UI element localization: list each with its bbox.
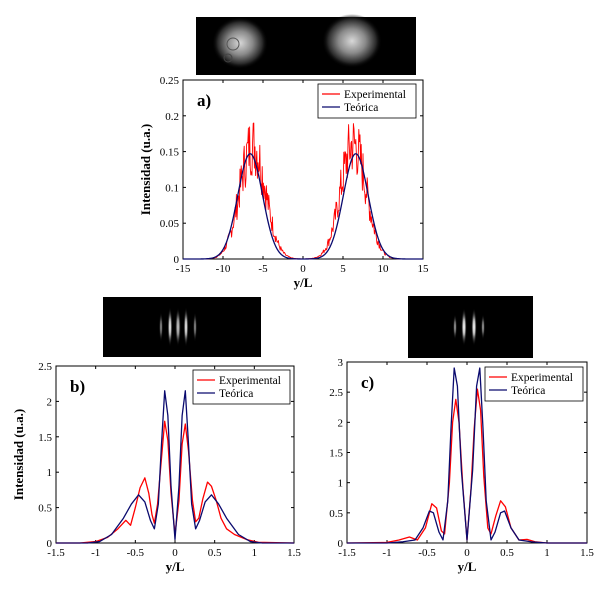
- legend-label-a: Teórica: [344, 102, 378, 114]
- x-tick-label-b: -1: [91, 547, 100, 559]
- beam-image-c: [408, 296, 533, 358]
- y-tick-label-b: 2.5: [38, 361, 52, 373]
- x-tick-label-c: -1: [382, 547, 391, 559]
- y-tick-label-a: 0.25: [160, 75, 180, 87]
- x-tick-label-b: 0: [172, 547, 178, 559]
- panel-label-a: a): [197, 91, 211, 110]
- chart-a: -15 -10 -5 0 5 10 15 0 0.05 0.1 0.15 0.2 0.25 y/L Inte…: [138, 75, 429, 290]
- x-tick-label-b: -1.5: [47, 547, 65, 559]
- x-tick-label-c: 0.5: [500, 547, 514, 559]
- y-tick-label-a: 0.15: [160, 147, 180, 159]
- x-axis-label-c: y/L: [458, 559, 477, 574]
- y-tick-label-b: 0: [47, 538, 53, 550]
- x-tick-label-b: 1: [252, 547, 258, 559]
- legend-label-b: Teórica: [219, 388, 253, 400]
- x-axis-label-a: y/L: [294, 275, 313, 290]
- x-tick-label-a: 15: [418, 263, 430, 275]
- series-line-a-teorica: [182, 153, 424, 260]
- legend-label-c: Teórica: [511, 385, 545, 397]
- y-tick-label-c: 1: [338, 478, 344, 490]
- x-tick-label-a: 10: [378, 263, 390, 275]
- x-tick-label-c: 1: [544, 547, 550, 559]
- x-tick-label-a: -5: [258, 263, 268, 275]
- x-tick-label-c: -1.5: [338, 547, 356, 559]
- y-tick-label-b: 0.5: [38, 503, 52, 515]
- beam-spot-left: [212, 17, 268, 69]
- legend-box-a: [317, 83, 417, 119]
- x-tick-label-a: 5: [340, 263, 346, 275]
- y-tick-label-b: 2: [47, 396, 53, 408]
- y-tick-label-c: 0.5: [329, 508, 343, 520]
- y-tick-label-c: 3: [338, 357, 344, 369]
- legend-label-b: Experimental: [219, 375, 281, 387]
- y-tick-label-c: 0: [338, 538, 344, 550]
- x-tick-label-a: 0: [300, 263, 306, 275]
- legend-box-b: [192, 369, 291, 405]
- x-tick-label-c: 1.5: [580, 547, 594, 559]
- y-tick-label-c: 1.5: [329, 448, 343, 460]
- y-tick-label-c: 2.5: [329, 387, 343, 399]
- x-tick-label-b: 0.5: [208, 547, 222, 559]
- legend-label-c: Experimental: [511, 372, 573, 384]
- y-tick-label-a: 0.2: [165, 111, 179, 123]
- x-axis-label-b: y/L: [166, 559, 185, 574]
- x-tick-label-b: 1.5: [287, 547, 301, 559]
- x-tick-label-b: -0.5: [127, 547, 145, 559]
- series-line-b-teorica: [56, 390, 294, 544]
- y-tick-label-b: 1: [47, 467, 53, 479]
- x-tick-label-c: -0.5: [418, 547, 436, 559]
- chart-c: -1.5 -1 -0.5 0 0.5 1 1.5 0 0.5 1 1.5 2 2.5 3 y/L c) Expe…: [329, 357, 594, 574]
- chart-b: -1.5 -1 -0.5 0 0.5 1 1.5 0 0.5 1 1.5 2 2.5 y/L Intensi…: [11, 361, 301, 574]
- legend-label-a: Experimental: [344, 89, 406, 101]
- x-tick-label-a: -10: [216, 263, 231, 275]
- panel-label-b: b): [70, 377, 85, 396]
- panel-label-c: c): [361, 373, 374, 392]
- y-tick-label-a: 0: [174, 254, 180, 266]
- y-axis-label-b: Intensidad (u.a.): [11, 409, 26, 500]
- beam-image-a: [196, 14, 416, 75]
- y-tick-label-a: 0.05: [160, 218, 180, 230]
- x-tick-label-c: 0: [464, 547, 470, 559]
- y-axis-label-a: Intensidad (u.a.): [138, 124, 153, 215]
- x-tick-label-a: -15: [176, 263, 191, 275]
- y-tick-label-b: 1.5: [38, 432, 52, 444]
- y-tick-label-a: 0.1: [165, 182, 179, 194]
- y-tick-label-c: 2: [338, 417, 344, 429]
- beam-image-b: [103, 297, 261, 357]
- legend-box-c: [484, 366, 584, 402]
- series-line-c-teorica: [347, 367, 587, 544]
- beam-spot-right: [322, 14, 382, 68]
